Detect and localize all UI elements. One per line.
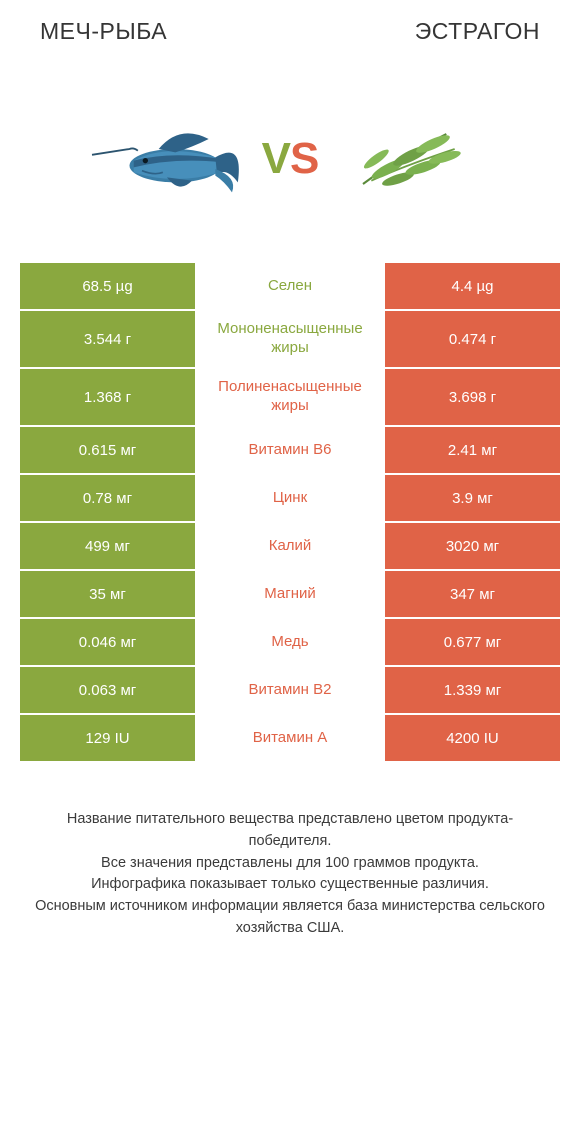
footnote: Название питательного вещества представл… [30,809,550,940]
cell-left-value: 35 мг [20,571,195,617]
vs-label: VS [262,134,319,184]
table-row: 35 мгМагний347 мг [20,571,560,619]
left-title: МЕЧ-РЫБА [40,18,167,45]
cell-nutrient-label: Мононенасыщенные жиры [195,311,385,367]
table-row: 0.615 мгВитамин B62.41 мг [20,427,560,475]
table-row: 68.5 µgСелен4.4 µg [20,263,560,311]
cell-left-value: 3.544 г [20,311,195,367]
footnote-line: Все значения представлены для 100 граммо… [30,853,550,875]
table-row: 0.046 мгМедь0.677 мг [20,619,560,667]
cell-right-value: 1.339 мг [385,667,560,713]
table-row: 499 мгКалий3020 мг [20,523,560,571]
comparison-table: 68.5 µgСелен4.4 µg3.544 гМононенасыщенны… [20,263,560,763]
cell-nutrient-label: Медь [195,619,385,665]
cell-right-value: 347 мг [385,571,560,617]
cell-right-value: 3.698 г [385,369,560,425]
footnote-line: Основным источником информации является … [30,896,550,940]
cell-nutrient-label: Цинк [195,475,385,521]
cell-left-value: 129 IU [20,715,195,761]
cell-nutrient-label: Селен [195,263,385,309]
cell-left-value: 0.78 мг [20,475,195,521]
cell-nutrient-label: Магний [195,571,385,617]
cell-right-value: 0.677 мг [385,619,560,665]
vs-v: V [262,134,290,183]
cell-left-value: 499 мг [20,523,195,569]
cell-nutrient-label: Витамин B2 [195,667,385,713]
cell-right-value: 2.41 мг [385,427,560,473]
vs-row: VS [0,53,580,263]
cell-nutrient-label: Полиненасыщенные жиры [195,369,385,425]
cell-left-value: 0.615 мг [20,427,195,473]
cell-left-value: 68.5 µg [20,263,195,309]
cell-right-value: 3.9 мг [385,475,560,521]
right-title: ЭСТРАГОН [415,18,540,45]
cell-right-value: 3020 мг [385,523,560,569]
cell-left-value: 1.368 г [20,369,195,425]
table-row: 129 IUВитамин A4200 IU [20,715,560,763]
table-row: 0.78 мгЦинк3.9 мг [20,475,560,523]
cell-right-value: 4.4 µg [385,263,560,309]
footnote-line: Название питательного вещества представл… [30,809,550,853]
table-row: 3.544 гМононенасыщенные жиры0.474 г [20,311,560,369]
vs-s: S [290,134,318,183]
cell-right-value: 4200 IU [385,715,560,761]
cell-left-value: 0.046 мг [20,619,195,665]
tarragon-icon [328,94,498,224]
cell-left-value: 0.063 мг [20,667,195,713]
cell-nutrient-label: Витамин B6 [195,427,385,473]
header: МЕЧ-РЫБА ЭСТРАГОН [0,0,580,53]
table-row: 0.063 мгВитамин B21.339 мг [20,667,560,715]
table-row: 1.368 гПолиненасыщенные жиры3.698 г [20,369,560,427]
footnote-line: Инфографика показывает только существенн… [30,874,550,896]
cell-nutrient-label: Калий [195,523,385,569]
swordfish-icon [82,94,252,224]
cell-nutrient-label: Витамин A [195,715,385,761]
cell-right-value: 0.474 г [385,311,560,367]
